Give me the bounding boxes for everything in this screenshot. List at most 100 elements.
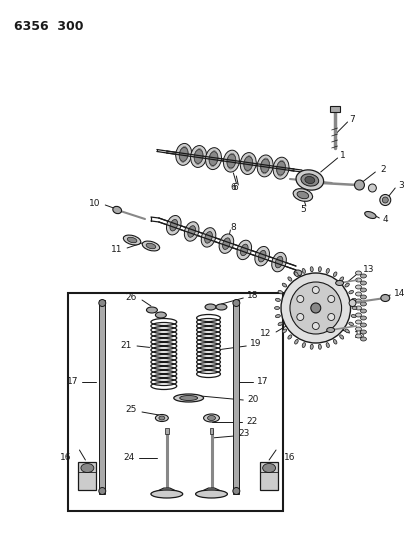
Ellipse shape (360, 274, 366, 278)
Ellipse shape (275, 256, 283, 268)
Ellipse shape (81, 464, 94, 472)
Text: 2: 2 (380, 166, 386, 174)
Text: 16: 16 (60, 453, 71, 462)
Ellipse shape (360, 302, 366, 306)
Ellipse shape (360, 295, 366, 299)
Polygon shape (195, 488, 227, 494)
Ellipse shape (261, 159, 270, 173)
Ellipse shape (305, 176, 315, 183)
Ellipse shape (179, 148, 188, 161)
Ellipse shape (244, 157, 253, 171)
Ellipse shape (146, 243, 156, 249)
Ellipse shape (176, 143, 192, 165)
Ellipse shape (355, 271, 361, 275)
Ellipse shape (197, 359, 220, 366)
Ellipse shape (257, 155, 273, 177)
Bar (78, 462, 96, 490)
Ellipse shape (208, 416, 215, 421)
Bar (260, 462, 278, 490)
Text: 10: 10 (89, 198, 100, 207)
Ellipse shape (360, 323, 366, 327)
Ellipse shape (352, 306, 357, 310)
Ellipse shape (318, 266, 322, 272)
Ellipse shape (355, 292, 361, 296)
Ellipse shape (275, 306, 279, 310)
Ellipse shape (340, 277, 344, 281)
Ellipse shape (349, 322, 353, 326)
Ellipse shape (151, 354, 177, 361)
Ellipse shape (275, 298, 280, 302)
Ellipse shape (333, 272, 337, 277)
Ellipse shape (340, 335, 344, 339)
Polygon shape (151, 488, 183, 494)
Ellipse shape (151, 346, 177, 353)
Ellipse shape (197, 343, 220, 350)
Ellipse shape (336, 280, 344, 286)
Ellipse shape (355, 327, 361, 331)
Ellipse shape (99, 488, 106, 495)
Ellipse shape (282, 283, 287, 287)
Text: 22: 22 (246, 417, 257, 426)
Ellipse shape (151, 338, 177, 345)
Ellipse shape (263, 464, 275, 472)
Bar (99, 300, 105, 494)
Text: 16: 16 (284, 453, 295, 462)
Ellipse shape (151, 490, 183, 498)
Ellipse shape (351, 298, 356, 302)
Ellipse shape (233, 488, 240, 495)
Ellipse shape (227, 154, 236, 168)
Ellipse shape (197, 319, 220, 326)
Text: 1: 1 (340, 151, 346, 160)
Ellipse shape (355, 334, 361, 338)
Ellipse shape (311, 303, 321, 313)
Ellipse shape (297, 295, 304, 303)
Ellipse shape (206, 148, 222, 169)
Ellipse shape (151, 370, 177, 377)
Bar (68, 293, 283, 511)
Ellipse shape (333, 340, 337, 344)
Ellipse shape (312, 287, 319, 294)
Ellipse shape (191, 146, 206, 167)
Text: 13: 13 (364, 264, 375, 273)
Text: 6: 6 (233, 183, 238, 192)
Ellipse shape (290, 282, 341, 334)
Text: 21: 21 (121, 342, 132, 351)
Text: 5: 5 (300, 206, 306, 214)
Ellipse shape (382, 197, 388, 203)
Text: 9: 9 (306, 278, 312, 287)
Bar (330, 106, 339, 112)
Ellipse shape (197, 351, 220, 358)
Ellipse shape (360, 316, 366, 320)
Ellipse shape (360, 330, 366, 334)
Ellipse shape (312, 322, 319, 329)
Ellipse shape (204, 414, 220, 422)
Ellipse shape (368, 184, 376, 192)
Ellipse shape (174, 394, 204, 402)
Text: 11: 11 (111, 246, 122, 254)
Text: 25: 25 (126, 406, 137, 415)
Ellipse shape (302, 343, 306, 348)
Ellipse shape (282, 329, 287, 333)
Ellipse shape (216, 304, 227, 310)
Ellipse shape (294, 270, 302, 276)
Ellipse shape (223, 238, 230, 249)
Ellipse shape (288, 277, 292, 281)
Ellipse shape (349, 290, 353, 294)
Ellipse shape (209, 152, 218, 166)
Ellipse shape (328, 313, 335, 320)
Ellipse shape (310, 344, 313, 349)
Ellipse shape (327, 327, 335, 333)
Ellipse shape (288, 335, 292, 339)
Ellipse shape (151, 322, 177, 329)
Ellipse shape (355, 320, 361, 324)
Text: 6: 6 (231, 182, 236, 191)
Text: 8: 8 (231, 222, 236, 231)
Ellipse shape (355, 313, 361, 317)
Ellipse shape (295, 340, 298, 344)
Ellipse shape (223, 150, 239, 172)
Ellipse shape (360, 337, 366, 341)
Text: 17: 17 (67, 377, 78, 386)
Ellipse shape (380, 195, 391, 206)
Ellipse shape (201, 228, 216, 247)
Ellipse shape (355, 306, 361, 310)
